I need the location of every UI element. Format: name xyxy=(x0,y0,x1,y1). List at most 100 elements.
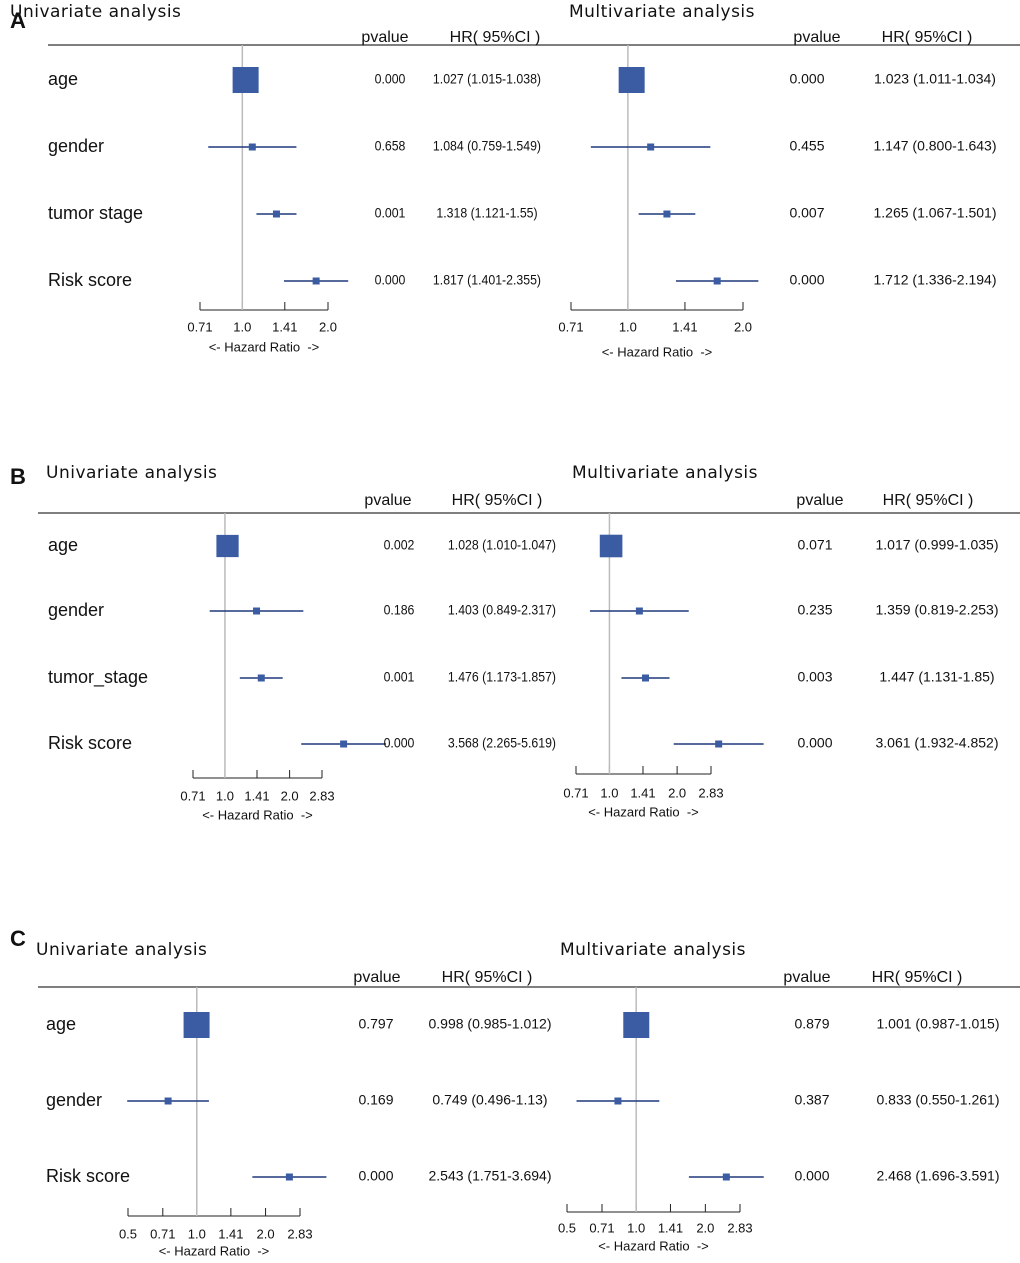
hr-ci-label: 0.998 (0.985-1.012) xyxy=(429,1016,552,1032)
estimate-box xyxy=(248,143,256,151)
row-label: Risk score xyxy=(48,270,132,290)
p-value: 0.001 xyxy=(384,669,415,685)
row-label: tumor stage xyxy=(48,203,143,223)
p-value: 0.000 xyxy=(358,1168,393,1184)
x-tick-label: 1.41 xyxy=(272,319,297,334)
column-header: pvalue xyxy=(361,29,408,46)
column-header: HR( 95%CI ) xyxy=(882,29,973,46)
x-tick-label: 0.71 xyxy=(187,319,212,334)
panel-label: C xyxy=(10,926,26,951)
estimate-box xyxy=(663,210,671,218)
series-title: Multivariate analysis xyxy=(560,940,746,960)
x-tick-label: 2.0 xyxy=(668,785,686,800)
estimate-box xyxy=(253,607,261,615)
p-value: 0.186 xyxy=(384,602,415,618)
x-tick-label: 1.0 xyxy=(600,785,618,800)
series-title: Multivariate analysis xyxy=(569,2,755,22)
x-axis-label: <- Hazard Ratio -> xyxy=(209,339,320,354)
x-tick-label: 2.0 xyxy=(257,1226,275,1241)
p-value: 0.000 xyxy=(789,272,824,288)
hr-ci-label: 1.028 (1.010-1.047) xyxy=(448,537,556,553)
x-tick-label: 1.41 xyxy=(658,1220,683,1235)
estimate-box xyxy=(164,1097,172,1105)
x-tick-label: 2.0 xyxy=(734,319,752,334)
p-value: 0.235 xyxy=(797,602,832,618)
row-label: Risk score xyxy=(48,733,132,753)
row-label: age xyxy=(46,1014,76,1034)
row-label: Risk score xyxy=(46,1166,130,1186)
hr-ci-label: 1.265 (1.067-1.501) xyxy=(874,205,997,221)
p-value: 0.000 xyxy=(375,71,406,87)
column-header: pvalue xyxy=(783,969,830,986)
x-tick-label: 0.71 xyxy=(558,319,583,334)
estimate-box xyxy=(183,1012,210,1038)
p-value: 0.658 xyxy=(375,138,406,154)
series-title: Univariate analysis xyxy=(36,940,207,960)
row-label: gender xyxy=(48,136,104,156)
hr-ci-label: 1.147 (0.800-1.643) xyxy=(874,138,997,154)
x-axis-label: <- Hazard Ratio -> xyxy=(598,1238,709,1253)
p-value: 0.007 xyxy=(789,205,824,221)
estimate-box xyxy=(635,607,643,615)
hr-ci-label: 1.001 (0.987-1.015) xyxy=(877,1016,1000,1032)
x-tick-label: 2.0 xyxy=(281,788,299,803)
hr-ci-label: 1.817 (1.401-2.355) xyxy=(433,272,541,288)
hr-ci-label: 1.017 (0.999-1.035) xyxy=(876,537,999,553)
x-tick-label: 0.71 xyxy=(150,1226,175,1241)
hr-ci-label: 1.359 (0.819-2.253) xyxy=(876,602,999,618)
series-title: Univariate analysis xyxy=(10,2,181,22)
column-header: HR( 95%CI ) xyxy=(883,492,974,509)
column-header: pvalue xyxy=(793,29,840,46)
p-value: 0.000 xyxy=(384,735,415,751)
x-axis-label: <- Hazard Ratio -> xyxy=(602,344,713,359)
x-tick-label: 1.0 xyxy=(627,1220,645,1235)
estimate-box xyxy=(618,67,645,93)
estimate-box xyxy=(340,740,348,748)
hr-ci-label: 1.027 (1.015-1.038) xyxy=(433,71,541,87)
hr-ci-label: 0.749 (0.496-1.13) xyxy=(432,1092,547,1108)
hr-ci-label: 1.447 (1.131-1.85) xyxy=(879,669,994,685)
x-tick-label: 0.5 xyxy=(558,1220,576,1235)
row-label: gender xyxy=(46,1090,102,1110)
p-value: 0.169 xyxy=(358,1092,393,1108)
x-tick-label: 2.83 xyxy=(309,788,334,803)
column-header: HR( 95%CI ) xyxy=(452,492,543,509)
hr-ci-label: 1.023 (1.011-1.034) xyxy=(874,71,996,87)
column-header: HR( 95%CI ) xyxy=(450,29,541,46)
x-tick-label: 2.83 xyxy=(727,1220,752,1235)
row-label: tumor_stage xyxy=(48,667,148,688)
x-tick-label: 0.71 xyxy=(180,788,205,803)
x-tick-label: 1.0 xyxy=(216,788,234,803)
hr-ci-label: 3.061 (1.932-4.852) xyxy=(876,735,999,751)
p-value: 0.797 xyxy=(358,1016,393,1032)
column-header: HR( 95%CI ) xyxy=(442,969,533,986)
row-label: age xyxy=(48,69,78,89)
x-tick-label: 2.83 xyxy=(287,1226,312,1241)
p-value: 0.000 xyxy=(794,1168,829,1184)
x-tick-label: 1.41 xyxy=(630,785,655,800)
x-axis-label: <- Hazard Ratio -> xyxy=(159,1243,270,1258)
panel-label: B xyxy=(10,464,26,489)
p-value: 0.000 xyxy=(375,272,406,288)
x-tick-label: 1.0 xyxy=(233,319,251,334)
row-label: gender xyxy=(48,600,104,620)
hr-ci-label: 2.543 (1.751-3.694) xyxy=(429,1168,552,1184)
x-tick-label: 1.41 xyxy=(218,1226,243,1241)
x-tick-label: 1.0 xyxy=(619,319,637,334)
p-value: 0.003 xyxy=(797,669,832,685)
p-value: 0.879 xyxy=(794,1016,829,1032)
estimate-box xyxy=(312,277,320,285)
p-value: 0.001 xyxy=(375,205,406,221)
series-title: Univariate analysis xyxy=(46,463,217,483)
p-value: 0.455 xyxy=(789,138,824,154)
x-tick-label: 2.83 xyxy=(698,785,723,800)
x-tick-label: 1.41 xyxy=(244,788,269,803)
x-tick-label: 0.71 xyxy=(589,1220,614,1235)
hr-ci-label: 3.568 (2.265-5.619) xyxy=(448,735,556,751)
panel-label: A xyxy=(10,8,26,33)
column-header: HR( 95%CI ) xyxy=(872,969,963,986)
estimate-box xyxy=(599,534,623,558)
p-value: 0.387 xyxy=(794,1092,829,1108)
estimate-box xyxy=(285,1173,293,1181)
